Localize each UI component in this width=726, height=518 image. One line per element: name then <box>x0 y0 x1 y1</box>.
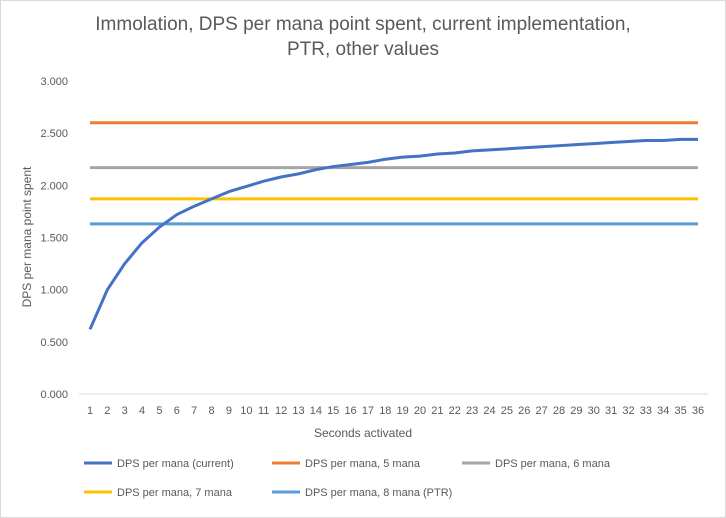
legend-item: DPS per mana, 8 mana (PTR) <box>272 487 452 499</box>
x-tick-label: 34 <box>657 405 669 417</box>
x-tick-label: 12 <box>275 405 287 417</box>
x-tick-label: 25 <box>501 405 513 417</box>
x-tick-label: 35 <box>675 405 687 417</box>
x-tick-label: 17 <box>362 405 374 417</box>
chart-title-line1: Immolation, DPS per mana point spent, cu… <box>95 14 631 35</box>
x-tick-label: 26 <box>518 405 530 417</box>
legend-item: DPS per mana (current) <box>84 458 234 470</box>
x-tick-label: 16 <box>344 405 356 417</box>
x-tick-label: 27 <box>536 405 548 417</box>
x-tick-label: 4 <box>139 405 145 417</box>
x-tick-label: 5 <box>156 405 162 417</box>
x-tick-label: 9 <box>226 405 232 417</box>
x-tick-label: 18 <box>379 405 391 417</box>
x-tick-label: 31 <box>605 405 617 417</box>
x-tick-label: 32 <box>622 405 634 417</box>
y-tick-label: 0.500 <box>40 337 68 349</box>
legend-item: DPS per mana, 5 mana <box>272 458 421 470</box>
x-tick-label: 21 <box>431 405 443 417</box>
x-tick-label: 6 <box>174 405 180 417</box>
legend-label: DPS per mana, 6 mana <box>495 458 611 470</box>
x-tick-label: 20 <box>414 405 426 417</box>
x-tick-label: 22 <box>449 405 461 417</box>
x-tick-label: 13 <box>292 405 304 417</box>
x-tick-label: 14 <box>310 405 322 417</box>
legend-label: DPS per mana, 5 mana <box>305 458 421 470</box>
x-tick-label: 8 <box>209 405 215 417</box>
y-axis-label: DPS per mana point spent <box>20 166 34 307</box>
x-tick-label: 7 <box>191 405 197 417</box>
x-tick-label: 15 <box>327 405 339 417</box>
x-tick-label: 3 <box>122 405 128 417</box>
x-tick-label: 2 <box>104 405 110 417</box>
x-tick-label: 36 <box>692 405 704 417</box>
x-tick-label: 10 <box>240 405 252 417</box>
x-tick-label: 11 <box>258 405 269 417</box>
chart-title: Immolation, DPS per mana point spent, cu… <box>0 12 726 62</box>
chart-title-line2: PTR, other values <box>286 39 440 60</box>
legend-label: DPS per mana, 7 mana <box>117 487 233 499</box>
series-line <box>88 137 698 330</box>
x-tick-label: 24 <box>483 405 495 417</box>
legend-label: DPS per mana (current) <box>117 458 234 470</box>
legend-label: DPS per mana, 8 mana (PTR) <box>305 487 452 499</box>
x-tick-label: 30 <box>588 405 600 417</box>
x-axis-label: Seconds activated <box>314 426 412 440</box>
x-tick-label: 33 <box>640 405 652 417</box>
y-tick-label: 3.000 <box>40 76 68 88</box>
x-tick-label: 23 <box>466 405 478 417</box>
x-tick-label: 19 <box>397 405 409 417</box>
legend-item: DPS per mana, 6 mana <box>462 458 611 470</box>
y-tick-label: 2.000 <box>40 180 68 192</box>
x-tick-label: 1 <box>87 405 93 417</box>
y-tick-label: 1.000 <box>40 285 68 297</box>
y-tick-label: 1.500 <box>40 233 68 245</box>
x-tick-label: 29 <box>570 405 582 417</box>
legend-item: DPS per mana, 7 mana <box>84 487 233 499</box>
x-tick-label: 28 <box>553 405 565 417</box>
y-tick-label: 0.000 <box>40 389 68 401</box>
y-tick-label: 2.500 <box>40 128 68 140</box>
